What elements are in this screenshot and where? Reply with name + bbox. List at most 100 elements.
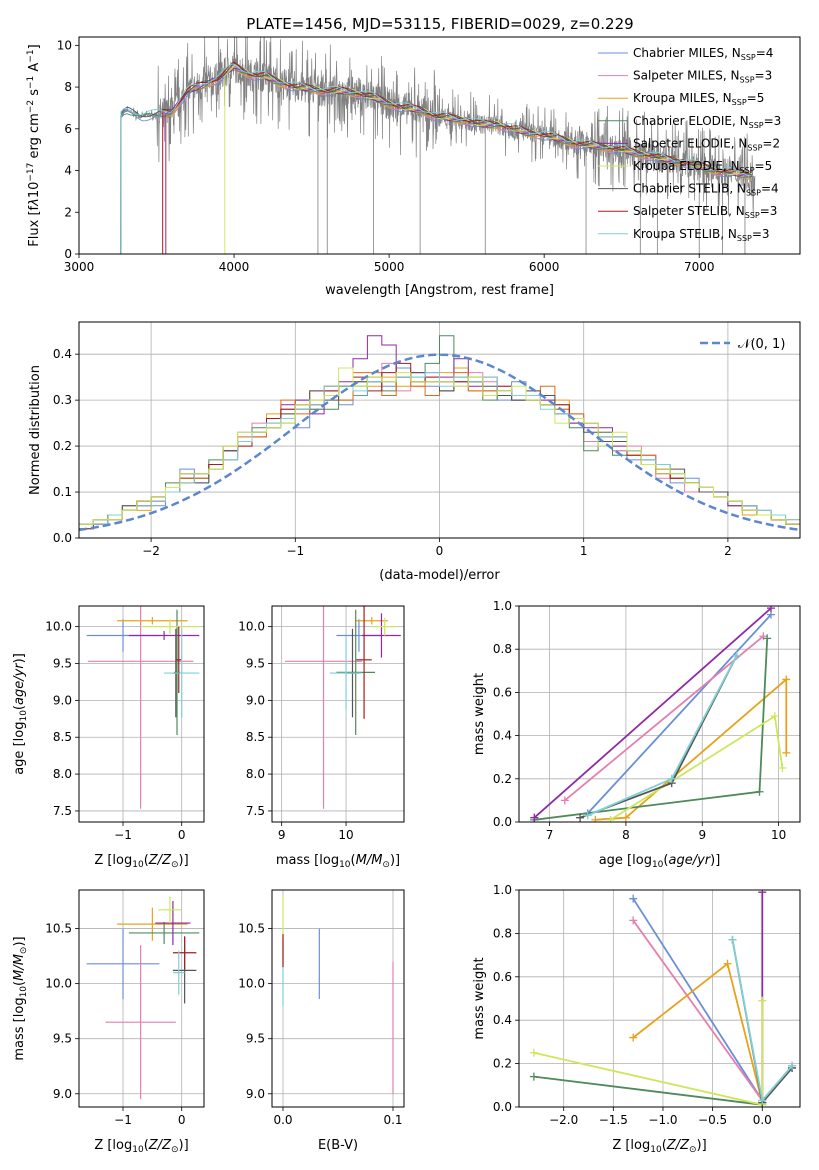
y-tick-label: 2 [64, 205, 72, 219]
weight-marker [758, 890, 767, 897]
y-tick-label: 10.5 [238, 922, 265, 936]
y-tick-label: 0.4 [53, 347, 72, 361]
spectrum-plot-area [120, 37, 756, 254]
residuals-panel: −2 −1 0 1 2 0.0 0.1 0.2 0.3 0.4 (data-model)/error… [28, 321, 801, 583]
y-tick-label: 0.0 [53, 531, 72, 545]
z_mass-panel: −1 0 9.0 9.5 10.0 10.5 Z [log10(Z/Z⊙)] mass [lo… [12, 889, 205, 1155]
mass_age-panel: 9 10 7.5 8.0 8.5 9.0 9.5 10.0 mass [log10(M/M⊙)] [238, 605, 405, 870]
y-tick-label: 0.6 [493, 970, 512, 984]
legend-entry: Salpeter ELODIE, NSSP=2 [633, 136, 780, 152]
weight-marker [667, 774, 676, 783]
histogram-series [79, 367, 800, 538]
y-axis-label: mass weight [472, 673, 487, 755]
legend-entry: Salpeter STELIB, NSSP=3 [633, 204, 777, 220]
axes-frame [78, 889, 205, 1108]
y-tick-label: 9.0 [246, 1087, 265, 1101]
y-tick-label: 9.0 [53, 1087, 72, 1101]
y-tick-label: 0.3 [53, 393, 72, 407]
x-tick-label: 2 [724, 544, 732, 558]
weight-marker [529, 1048, 538, 1057]
axes-frame [271, 605, 405, 823]
y-tick-label: 0.1 [53, 485, 72, 499]
legend-entry: Kroupa ELODIE, NSSP=5 [633, 159, 772, 175]
legend-entry: Salpeter MILES, NSSP=3 [633, 69, 772, 85]
weight-marker [763, 634, 772, 643]
y-tick-label: 8.0 [246, 767, 265, 781]
weight-line [632, 962, 764, 1103]
axes-frame [271, 889, 405, 1108]
y-tick-label: 9.5 [53, 657, 72, 671]
weight-marker [606, 815, 615, 822]
x-tick-label: 0.1 [383, 1113, 402, 1127]
y-tick-label: 8.5 [53, 730, 72, 744]
x-tick-label: 10 [338, 828, 353, 842]
x-tick-label: 8 [622, 828, 630, 842]
axes-frame [78, 605, 205, 823]
x-tick-label: 9 [698, 828, 706, 842]
weight-marker [782, 675, 791, 684]
weight-marker [576, 813, 585, 822]
y-tick-label: 4 [64, 164, 72, 178]
x-axis-label: age [log10(age/yr)] [599, 853, 721, 870]
x-tick-label: 0.0 [273, 1113, 292, 1127]
y-tick-label: 0.0 [493, 815, 512, 829]
y-tick-label: 0 [64, 247, 72, 261]
weight-marker [560, 796, 569, 805]
y-tick-label: 10.0 [238, 977, 265, 991]
x-tick-label: 0 [178, 1113, 186, 1127]
weight-marker [770, 712, 779, 721]
legend-entry: Kroupa STELIB, NSSP=3 [633, 227, 770, 243]
x-tick-label: 7000 [684, 260, 715, 274]
y-tick-label: 0.6 [493, 685, 512, 699]
x-tick-label: 0 [436, 544, 444, 558]
x-tick-label: −0.5 [698, 1113, 727, 1127]
weight-marker [728, 935, 737, 944]
age_weight-plot-area [530, 606, 791, 822]
y-tick-label: 8.0 [53, 767, 72, 781]
y-tick-label: 1.0 [493, 599, 512, 613]
x-axis-label: mass [log10(M/M⊙)] [276, 853, 400, 870]
model-spectrum-line [162, 61, 753, 254]
weight-marker [621, 813, 630, 822]
model-spectrum-line [120, 66, 754, 254]
age_weight-panel: 7 8 9 10 0.0 0.2 0.4 0.6 0.8 1.0 age [log10(age/yr… [472, 599, 801, 870]
weight-marker [758, 1096, 767, 1105]
y-axis-label: mass weight [472, 957, 487, 1039]
y-axis-label: age [log10(age/yr)] [12, 653, 29, 775]
x-tick-label: 3000 [64, 260, 95, 274]
x-axis-label: Z [log10(Z/Z⊙)] [612, 1138, 706, 1155]
x-tick-label: −1 [114, 828, 132, 842]
y-tick-label: 7.5 [53, 804, 72, 818]
y-tick-label: 7.5 [246, 804, 265, 818]
x-axis-label: (data-model)/error [379, 568, 500, 583]
weight-line [564, 635, 764, 802]
legend-entry: Kroupa MILES, NSSP=5 [633, 91, 764, 107]
x-tick-label: 6000 [529, 260, 560, 274]
weight-line [533, 607, 772, 819]
legend-entry: Chabrier MILES, NSSP=4 [633, 46, 773, 62]
x-tick-label: 1 [580, 544, 588, 558]
y-axis-label: Flux [fλ10−17 erg cm−2 s−1 A−1] [26, 44, 42, 246]
x-tick-label: −1 [114, 1113, 132, 1127]
legend-entry: 𝒩(0, 1) [738, 337, 785, 352]
y-tick-label: 0.4 [493, 729, 512, 743]
z_age-panel: −1 0 7.5 8.0 8.5 9.0 9.5 10.0 Z [log10(Z/Z⊙)] age… [12, 605, 205, 870]
weight-line [587, 613, 772, 815]
weight-marker [530, 813, 539, 822]
weight-marker [778, 764, 787, 772]
weight-marker [583, 811, 592, 820]
y-tick-label: 9.5 [246, 657, 265, 671]
weight-marker [788, 1061, 797, 1070]
x-tick-label: −1 [286, 544, 304, 558]
ebv_mass-plot-area [282, 895, 394, 1094]
y-tick-label: 0.2 [493, 772, 512, 786]
y-tick-label: 10.0 [45, 977, 72, 991]
weight-marker [529, 1072, 538, 1081]
x-tick-label: −1.0 [648, 1113, 677, 1127]
x-tick-label: 4000 [219, 260, 250, 274]
y-tick-label: 0.8 [493, 926, 512, 940]
x-axis-label: wavelength [Angstrom, rest frame] [325, 283, 554, 298]
x-tick-label: −2 [142, 544, 160, 558]
legend-entry: Chabrier STELIB, NSSP=4 [633, 182, 779, 198]
